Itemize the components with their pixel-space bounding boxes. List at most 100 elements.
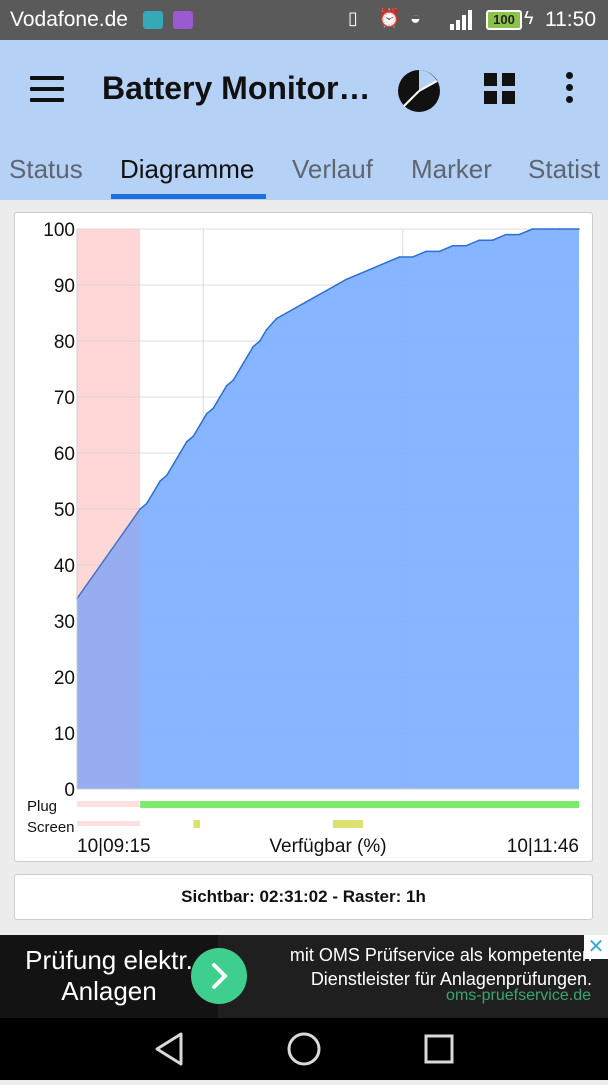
tab-verlauf[interactable]: Verlauf: [292, 154, 373, 184]
tab-status[interactable]: Status: [9, 154, 83, 184]
data-point: [139, 508, 141, 510]
data-point: [345, 278, 348, 281]
battery-icon: 100: [486, 10, 522, 30]
ad-body: mit OMS Prüfservice als kompetenten Dien…: [262, 943, 592, 991]
nav-buttons: [155, 1032, 454, 1066]
y-tick-label: 40: [54, 556, 75, 577]
ad-body-line2: Dienstleister für Anlagenprüfungen.: [310, 969, 592, 989]
data-point: [295, 306, 298, 309]
navigation-bar: [0, 1018, 608, 1080]
chart-card[interactable]: 0 10 20 30 40 50 60 70 80 90 100 Plug Screen 10|09:15…: [14, 212, 593, 862]
data-point: [438, 250, 441, 253]
ad-headline[interactable]: Prüfung elektr. Anlagen: [0, 935, 218, 1018]
data-point: [185, 441, 188, 443]
data-point: [315, 295, 318, 297]
data-point: [152, 491, 155, 494]
carrier-name: Vodafone.de: [10, 8, 128, 31]
x-start-label: 10|09:15: [77, 836, 151, 857]
data-point: [544, 228, 547, 230]
data-point: [199, 424, 201, 426]
y-tick-label: 70: [54, 388, 75, 409]
home-icon[interactable]: [287, 1032, 321, 1066]
app-bar: Battery Monitor…: [0, 40, 608, 140]
data-point: [159, 480, 161, 482]
charging-icon: ϟ: [524, 8, 534, 28]
data-point: [172, 463, 175, 465]
data-point: [335, 284, 338, 286]
recent-apps-icon[interactable]: [424, 1034, 454, 1064]
ad-url[interactable]: oms-pruefservice.de: [446, 987, 591, 1004]
ad-headline-line1: Prüfung elektr.: [25, 945, 193, 975]
back-icon[interactable]: [155, 1032, 183, 1066]
data-point: [305, 301, 308, 303]
data-point: [518, 233, 520, 236]
plug-track-label: Plug: [27, 798, 57, 815]
data-point: [225, 385, 228, 387]
y-tick-label: 60: [54, 444, 75, 465]
more-options-icon[interactable]: [566, 72, 576, 106]
data-point: [398, 256, 401, 258]
alarm-icon: ⏰: [378, 8, 401, 28]
data-point: [245, 357, 248, 359]
data-point: [146, 502, 148, 505]
data-point: [165, 474, 168, 477]
data-point: [325, 289, 328, 292]
app-title: Battery Monitor…: [102, 70, 371, 106]
vibrate-icon: ▯: [348, 8, 358, 28]
data-point: [558, 228, 560, 230]
grid-view-icon[interactable]: [484, 73, 516, 105]
battery-chart[interactable]: 0 10 20 30 40 50 60 70 80 90 100 Plug Screen10|09:15…: [15, 213, 594, 863]
battery-area: [77, 229, 579, 789]
notification-icon: [143, 11, 163, 29]
x-end-label: 10|11:46: [507, 836, 579, 857]
y-tick-label: 10: [54, 724, 75, 745]
data-point: [385, 261, 387, 264]
data-point: [252, 345, 254, 348]
tab-bar: Status Diagramme Verlauf Marker Statist: [0, 140, 608, 200]
tab-diagramme[interactable]: Diagramme: [120, 154, 255, 184]
y-tick-label: 100: [43, 220, 75, 241]
ad-body-line1: mit OMS Prüfservice als kompetenten: [289, 945, 592, 965]
x-axis-label: Verfügbar (%): [269, 836, 386, 857]
data-point: [205, 413, 208, 415]
visible-range-info: Sichtbar: 02:31:02 - Raster: 1h: [14, 874, 593, 920]
data-point: [372, 267, 374, 269]
data-point: [232, 379, 235, 381]
y-tick-label: 20: [54, 668, 75, 689]
pie-chart-icon[interactable]: [396, 68, 442, 114]
data-point: [192, 435, 195, 437]
ad-open-button[interactable]: [191, 948, 247, 1004]
data-point: [505, 233, 507, 236]
menu-icon[interactable]: [30, 76, 64, 102]
screen-off-bar: [77, 821, 141, 826]
ad-headline-line2: Anlagen: [61, 976, 157, 1006]
screen-on-bar: [193, 820, 201, 828]
battery-line: [76, 228, 579, 600]
data-point: [578, 228, 580, 230]
wifi-icon: ◒: [410, 8, 421, 28]
ad-close-icon[interactable]: ✕: [584, 935, 608, 959]
data-point: [239, 368, 241, 370]
data-point: [285, 312, 288, 314]
data-point: [531, 228, 534, 230]
clock: 11:50: [545, 8, 596, 31]
y-tick-label: 90: [54, 276, 75, 297]
tab-statistik[interactable]: Statist: [528, 154, 601, 184]
tab-marker[interactable]: Marker: [411, 154, 492, 184]
status-bar: Vodafone.de ▯ ⏰ ◒ 100 ϟ 11:50: [0, 0, 608, 40]
screen-track-label: Screen: [27, 819, 75, 836]
plug-off-bar: [77, 801, 141, 807]
screen-on-bar: [332, 820, 363, 828]
data-point: [265, 329, 268, 331]
data-point: [478, 239, 481, 241]
data-point: [451, 245, 454, 247]
ad-banner[interactable]: Prüfung elektr. Anlagen mit OMS Prüfserv…: [0, 935, 608, 1018]
y-tick-label: 50: [54, 500, 75, 521]
signal-icon: [450, 10, 472, 30]
data-point: [411, 256, 414, 258]
gallery-notification-icon: [173, 11, 193, 29]
battery-level: 100: [493, 12, 515, 27]
data-point: [219, 396, 221, 398]
plug-on-bar: [140, 801, 579, 808]
data-point: [212, 407, 215, 409]
